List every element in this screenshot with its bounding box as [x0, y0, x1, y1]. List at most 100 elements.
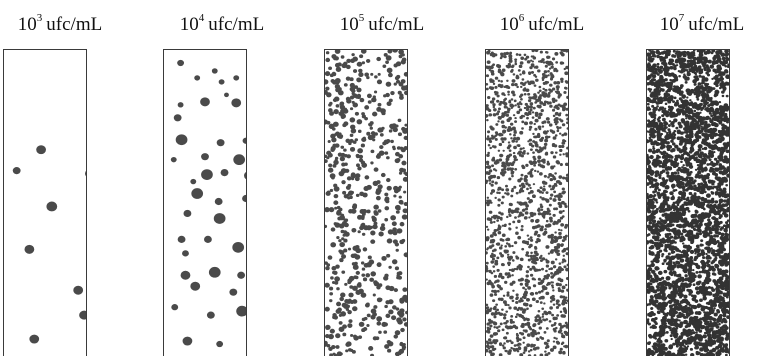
colony-dot — [498, 198, 501, 202]
colony-dot — [486, 60, 491, 64]
colony-dot — [533, 330, 537, 333]
colony-dot — [648, 194, 654, 199]
colony-dot — [510, 314, 514, 318]
colony-dot — [655, 201, 659, 204]
colony-dot — [497, 149, 501, 152]
colony-dot — [535, 78, 539, 82]
colony-dot — [564, 223, 568, 228]
colony-dot — [658, 176, 662, 179]
colony-dot — [376, 316, 383, 322]
colony-dot — [647, 75, 652, 79]
colony-dot — [351, 100, 355, 104]
colony-dot — [507, 144, 512, 148]
colony-dot — [541, 315, 545, 318]
colony-dot — [724, 353, 728, 356]
colony-dot — [688, 245, 692, 250]
colony-dot — [345, 138, 351, 143]
colony-dot — [391, 221, 397, 227]
colony-dot — [551, 294, 555, 299]
colony-dot — [348, 209, 354, 214]
colony-dot — [669, 306, 672, 309]
colony-dot — [548, 123, 553, 127]
colony-dot — [347, 191, 353, 196]
colony-dot — [558, 93, 562, 97]
colony-dot — [366, 324, 370, 327]
colony-dot — [671, 327, 677, 332]
colony-dot — [654, 170, 660, 175]
colony-dot — [709, 199, 715, 204]
colony-dot — [671, 124, 675, 128]
colony-dot — [388, 299, 394, 305]
colony-dot — [508, 99, 512, 102]
colony-dot — [709, 64, 715, 69]
colony-dot — [715, 185, 719, 190]
colony-dot — [557, 303, 561, 307]
colony-dot — [669, 262, 672, 266]
colony-dot — [546, 120, 551, 124]
colony-dot — [505, 331, 509, 335]
colony-dot — [326, 92, 332, 98]
colony-dot — [535, 300, 540, 303]
colony-dot — [659, 308, 664, 312]
colony-dot — [526, 60, 531, 64]
colony-dot — [650, 73, 654, 77]
colony-dot — [539, 97, 542, 100]
colony-dot — [515, 296, 519, 300]
colony-dot — [403, 322, 407, 327]
colony-dot — [372, 293, 376, 297]
colony-dot — [669, 334, 673, 338]
colony-dot — [706, 232, 710, 236]
colony-dot — [561, 215, 565, 218]
colony-dot — [706, 163, 710, 166]
colony-dot — [363, 186, 369, 192]
colony-dot — [518, 184, 522, 188]
colony-dot — [663, 258, 667, 263]
colony-dot — [379, 225, 386, 231]
colony-dot — [527, 265, 530, 269]
colony-dot — [399, 341, 404, 345]
colony-dot — [704, 311, 710, 316]
colony-dot — [699, 353, 704, 356]
colony-dot — [376, 321, 382, 326]
colony-dot — [486, 153, 490, 157]
colony-dot — [486, 74, 490, 78]
colony-dot — [79, 310, 86, 320]
colony-dot — [547, 91, 551, 95]
colony-dot — [648, 136, 652, 139]
colony-dot — [556, 341, 561, 345]
label-unit: ufc/mL — [688, 14, 745, 35]
colony-dot — [550, 73, 554, 77]
colony-dot — [402, 176, 407, 182]
colony-dot — [723, 252, 728, 257]
colony-dot — [492, 270, 496, 273]
colony-dot — [548, 216, 553, 221]
colony-dot — [678, 305, 683, 311]
colony-dot — [549, 197, 553, 200]
colony-dot — [500, 253, 504, 258]
colony-dot — [401, 238, 406, 243]
colony-dot — [349, 146, 356, 152]
colony-dot — [700, 326, 704, 330]
colony-dot — [520, 114, 524, 118]
colony-dot — [716, 252, 721, 257]
colony-dot — [496, 215, 501, 220]
colony-dot — [330, 133, 336, 139]
colony-dot — [402, 208, 407, 214]
colony-dot — [664, 243, 668, 247]
colony-dot — [510, 169, 514, 172]
colony-dot — [657, 343, 661, 347]
colony-dot — [555, 306, 560, 309]
colony-dot — [549, 62, 554, 66]
colony-dot — [533, 347, 537, 351]
colony-dot — [563, 139, 567, 143]
colony-dot — [725, 94, 729, 98]
colony-dot — [510, 98, 514, 101]
colony-dot — [670, 204, 676, 210]
colony-dot — [399, 221, 405, 227]
colony-dot — [349, 138, 354, 143]
colony-dot — [658, 217, 662, 220]
colony-dot — [662, 184, 666, 188]
colony-dot — [350, 124, 356, 130]
colony-dot — [682, 152, 687, 155]
colony-dot — [545, 51, 549, 54]
